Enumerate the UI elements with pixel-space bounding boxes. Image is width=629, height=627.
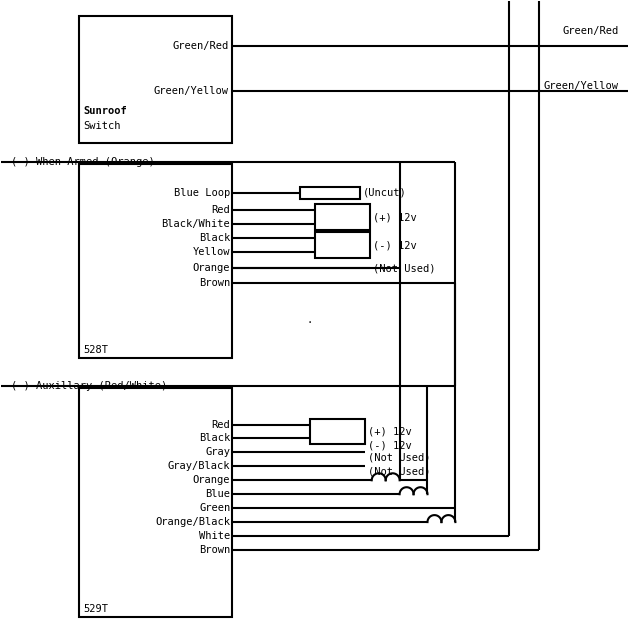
Text: Orange: Orange [193,263,230,273]
Bar [79,16,232,143]
Text: Green/Red: Green/Red [172,41,228,51]
Text: (-) 12v: (-) 12v [368,440,411,450]
Text: .: . [307,315,313,325]
Text: Brown: Brown [199,545,230,555]
Text: (-) Auxillary (Red/White): (-) Auxillary (Red/White) [11,381,167,391]
Text: Orange: Orange [193,475,230,485]
Text: White: White [199,531,230,541]
Text: (Uncut): (Uncut) [363,187,406,198]
Text: Green/Red: Green/Red [562,26,619,36]
Text: (-) When Armed (Orange): (-) When Armed (Orange) [11,157,155,167]
Text: Brown: Brown [199,278,230,288]
Text: Red: Red [211,206,230,216]
Text: Orange/Black: Orange/Black [155,517,230,527]
Text: (+) 12v: (+) 12v [373,213,416,223]
Text: (-) 12v: (-) 12v [373,240,416,250]
Bar [310,419,365,445]
Text: Black/White: Black/White [162,219,230,229]
Text: 528T: 528T [83,345,108,355]
Text: Black: Black [199,433,230,443]
Bar [79,164,232,358]
Text: Gray: Gray [206,448,230,457]
Text: (Not Used): (Not Used) [368,452,430,462]
Text: Black: Black [199,233,230,243]
Text: Yellow: Yellow [193,247,230,257]
Bar [315,204,370,230]
Text: Sunroof: Sunroof [83,106,127,116]
Text: Green/Yellow: Green/Yellow [153,86,228,96]
Text: 529T: 529T [83,604,108,614]
Text: Green/Yellow: Green/Yellow [543,81,619,91]
Text: Red: Red [211,419,230,429]
Text: Blue Loop: Blue Loop [174,187,230,198]
Text: Green: Green [199,503,230,513]
Text: (Not Used): (Not Used) [368,466,430,477]
Bar [300,187,360,199]
Bar [79,387,232,616]
Text: (Not Used): (Not Used) [373,263,435,273]
Text: (+) 12v: (+) 12v [368,426,411,436]
Text: Switch: Switch [83,121,121,131]
Text: Gray/Black: Gray/Black [168,461,230,472]
Text: Blue: Blue [206,489,230,499]
Bar [315,233,370,258]
